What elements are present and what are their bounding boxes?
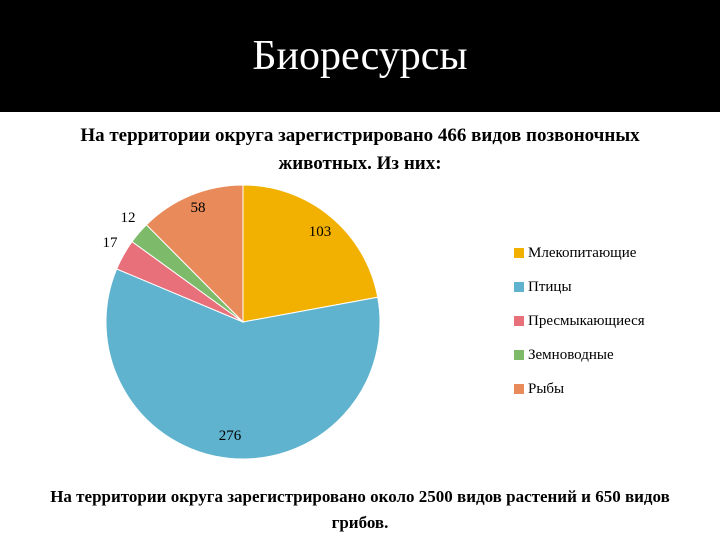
chart-title: На территории округа зарегистрировано 46…	[80, 125, 640, 174]
chart-legend: Млекопитающие Птицы Пресмыкающиеся Земновод…	[514, 236, 645, 406]
slide-footer-text: На территории округа зарегистрировано ок…	[50, 487, 670, 532]
legend-swatch-mammals	[514, 248, 524, 258]
data-label-birds: 276	[219, 428, 242, 444]
data-label-mammals: 103	[309, 224, 332, 240]
legend-label-amphibians: Земноводные	[528, 346, 614, 363]
legend-item-amphibians: Земноводные	[514, 338, 645, 372]
legend-label-fish: Рыбы	[528, 380, 565, 397]
legend-item-birds: Птицы	[514, 270, 645, 304]
slide-title-bar: Биоресурсы	[0, 0, 720, 112]
pie-slice-fish	[145, 184, 244, 324]
legend-swatch-amphibians	[514, 350, 524, 360]
data-label-reptiles: 17	[103, 235, 119, 251]
slide-title: Биоресурсы	[252, 33, 468, 79]
legend-swatch-birds	[514, 282, 524, 292]
legend-item-mammals: Млекопитающие	[514, 236, 645, 270]
legend-label-reptiles: Пресмыкающиеся	[528, 312, 645, 329]
legend-label-birds: Птицы	[528, 278, 572, 295]
data-label-amphibians: 12	[121, 210, 136, 226]
pie-slice-birds	[105, 268, 381, 460]
legend-swatch-fish	[514, 384, 524, 394]
legend-item-reptiles: Пресмыкающиеся	[514, 304, 645, 338]
legend-label-mammals: Млекопитающие	[528, 244, 637, 261]
legend-item-fish: Рыбы	[514, 372, 645, 406]
legend-swatch-reptiles	[514, 316, 524, 326]
data-label-fish: 58	[191, 200, 206, 216]
pie-slice-mammals	[242, 184, 379, 323]
